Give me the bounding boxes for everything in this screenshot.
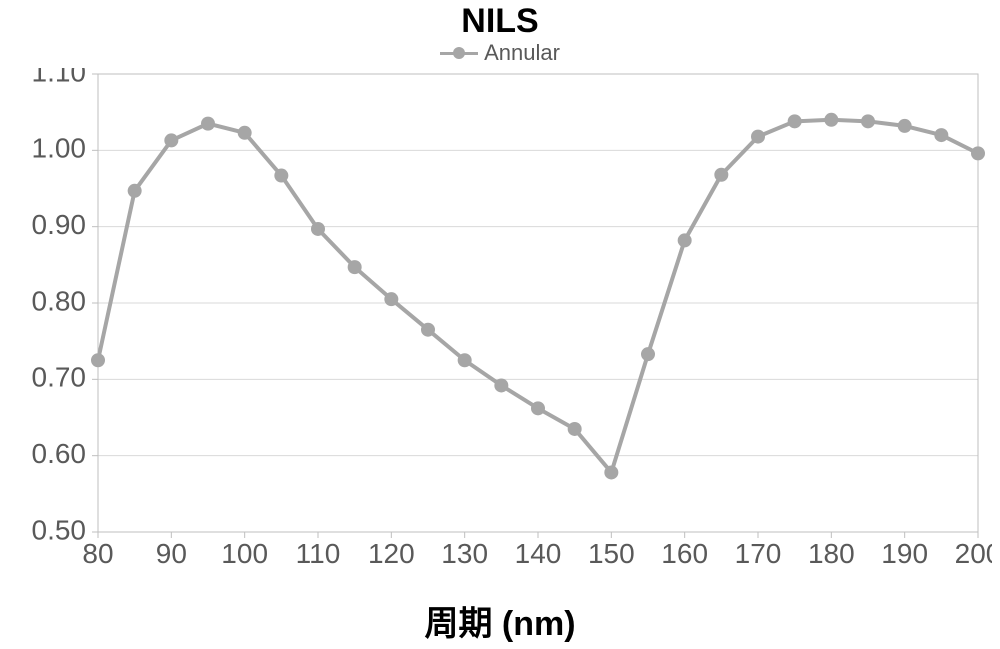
y-tick-label: 0.80 [32, 285, 87, 316]
x-tick-label: 200 [955, 538, 992, 569]
legend: Annular [440, 40, 560, 66]
y-tick-label: 1.00 [32, 133, 87, 164]
y-tick-label: 0.70 [32, 362, 87, 393]
x-axis-label: 周期 (nm) [424, 607, 575, 641]
series-marker [568, 422, 582, 436]
x-tick-label: 170 [735, 538, 782, 569]
series-marker [678, 233, 692, 247]
x-tick-label: 150 [588, 538, 635, 569]
x-tick-label: 90 [156, 538, 187, 569]
x-tick-label: 110 [296, 538, 341, 569]
x-tick-label: 80 [82, 538, 113, 569]
y-tick-label: 0.90 [32, 209, 87, 240]
series-marker [714, 168, 728, 182]
series-marker [494, 378, 508, 392]
y-tick-label: 0.50 [32, 514, 87, 545]
series-marker [91, 353, 105, 367]
x-tick-label: 160 [661, 538, 708, 569]
series-marker [201, 117, 215, 131]
series-marker [384, 292, 398, 306]
legend-swatch [440, 52, 478, 55]
x-tick-label: 100 [221, 538, 268, 569]
series-marker [751, 130, 765, 144]
x-tick-label: 180 [808, 538, 855, 569]
series-marker [971, 146, 985, 160]
series-marker [164, 133, 178, 147]
series-marker [458, 353, 472, 367]
y-tick-label: 1.10 [32, 68, 87, 87]
x-tick-label: 130 [441, 538, 488, 569]
series-marker [311, 222, 325, 236]
chart-title: NILS [461, 4, 538, 38]
x-tick-label: 190 [881, 538, 928, 569]
x-tick-label: 140 [515, 538, 562, 569]
series-marker [274, 169, 288, 183]
x-tick-label: 120 [368, 538, 415, 569]
series-marker [641, 347, 655, 361]
chart-plot-wrap: 0.50 0.60 0.70 0.80 0.90 1.00 1.10 80 90 100 110 12… [8, 68, 992, 611]
legend-marker-icon [453, 47, 465, 59]
series-marker [824, 113, 838, 127]
series-marker [898, 119, 912, 133]
series-marker [861, 114, 875, 128]
series-marker [531, 401, 545, 415]
series-marker [788, 114, 802, 128]
series-marker [348, 260, 362, 274]
series-marker [421, 323, 435, 337]
series-marker [128, 184, 142, 198]
y-tick-label: 0.60 [32, 438, 87, 469]
series-marker [238, 126, 252, 140]
series-marker [604, 465, 618, 479]
legend-series-label: Annular [484, 40, 560, 66]
series-marker [934, 128, 948, 142]
chart-svg: 0.50 0.60 0.70 0.80 0.90 1.00 1.10 80 90 100 110 12… [8, 68, 992, 573]
